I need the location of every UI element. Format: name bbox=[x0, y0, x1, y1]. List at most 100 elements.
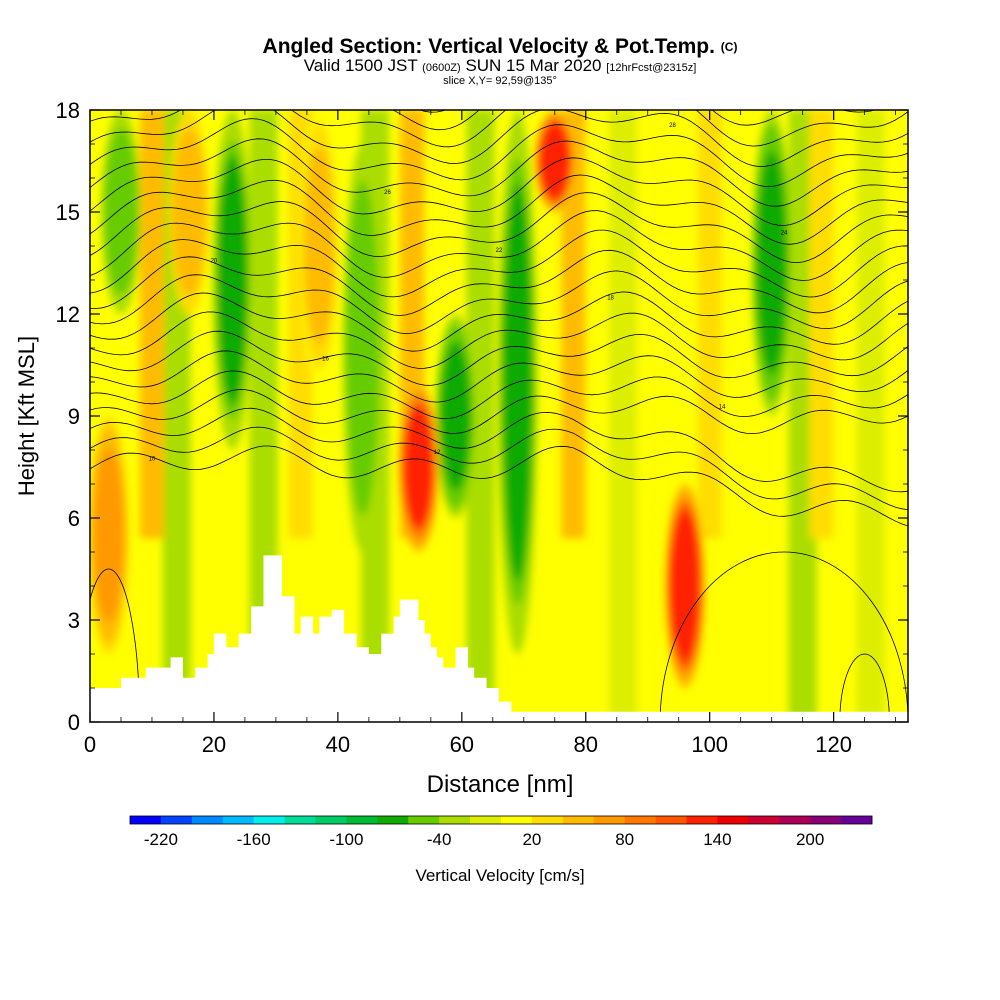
updraft-core-level bbox=[539, 123, 570, 199]
isentrope-line bbox=[90, 118, 908, 187]
low-level-contour bbox=[659, 551, 908, 722]
isentrope-label: 30 bbox=[273, 77, 280, 83]
isentrope-line bbox=[90, 389, 908, 435]
colorbar-label: Vertical Velocity [cm/s] bbox=[415, 866, 584, 885]
colorbar-tick-label: 140 bbox=[703, 830, 731, 849]
x-tick-label: 80 bbox=[574, 732, 598, 757]
chart-title-text: Angled Section: Vertical Velocity & Pot.… bbox=[262, 35, 715, 58]
x-tick-label: 100 bbox=[691, 732, 728, 757]
colorbar-tick-label: 200 bbox=[796, 830, 824, 849]
colorbar-swatch bbox=[284, 816, 316, 824]
colorbar-swatch bbox=[408, 816, 440, 824]
low-level-contour bbox=[839, 653, 890, 722]
isentrope-label: 18 bbox=[607, 295, 614, 301]
terrain-shape bbox=[90, 555, 908, 722]
colorbar-swatch bbox=[191, 816, 224, 824]
valid-forecast: [12hrFcst@2315z] bbox=[606, 62, 697, 74]
isentrope-line bbox=[90, 370, 908, 420]
updraft-core-level bbox=[304, 146, 335, 346]
y-tick-label: 0 bbox=[68, 710, 80, 735]
field-cells bbox=[90, 110, 885, 722]
isentrope-label: 16 bbox=[322, 357, 329, 363]
colorbar-swatch bbox=[253, 816, 285, 824]
slice-info: slice X,Y= 92,59@135° bbox=[443, 75, 557, 87]
field-band bbox=[608, 110, 637, 722]
isentrope-line bbox=[90, 249, 908, 316]
colorbar-swatch bbox=[346, 816, 378, 824]
isentrope-line bbox=[90, 138, 908, 207]
valid-prefix: Valid 1500 JST bbox=[303, 56, 418, 75]
x-tick-label: 0 bbox=[84, 732, 96, 757]
isentrope-label: 22 bbox=[496, 248, 503, 254]
isentrope-line bbox=[90, 311, 908, 369]
colorbar-swatch bbox=[562, 816, 595, 824]
isentrope-label: 28 bbox=[669, 123, 676, 129]
x-tick-label: 20 bbox=[202, 732, 226, 757]
isentrope-label: 20 bbox=[211, 259, 218, 265]
colorbar-swatch bbox=[841, 816, 873, 824]
low-level-contour bbox=[90, 568, 140, 722]
chart-subtitle: Valid 1500 JST (0600Z) SUN 15 Mar 2020 [… bbox=[0, 56, 1000, 76]
isentrope-label: 12 bbox=[434, 450, 441, 456]
isentrope-line bbox=[90, 350, 908, 403]
isentrope-line bbox=[90, 291, 908, 352]
y-axis-label: Height [Kft MSL] bbox=[14, 336, 39, 496]
isentrope-label: 10 bbox=[149, 457, 156, 463]
y-tick-label: 12 bbox=[56, 302, 80, 327]
isentrope-line bbox=[90, 426, 908, 510]
potential-temperature-contours: 10 12 14 16 18 20 22 24 26 28 30 bbox=[90, 77, 908, 722]
colorbar-tick-label: -220 bbox=[144, 830, 178, 849]
colorbar-frame bbox=[129, 815, 873, 825]
y-tick-label: 18 bbox=[56, 98, 80, 123]
isentrope-label: 24 bbox=[781, 230, 788, 236]
updraft-core-level bbox=[93, 448, 124, 622]
colorbar-swatch bbox=[748, 816, 780, 824]
y-tick-label: 3 bbox=[68, 608, 80, 633]
updraft-core-level bbox=[669, 511, 701, 661]
colorbar-swatch bbox=[377, 816, 409, 824]
downdraft-core-level bbox=[440, 341, 471, 491]
colorbar-tick-label: 80 bbox=[615, 830, 634, 849]
downdraft-core-level bbox=[105, 137, 137, 287]
downdraft-core-level bbox=[217, 155, 248, 405]
colorbar-swatch bbox=[222, 816, 254, 824]
colorbar-swatch bbox=[439, 816, 471, 824]
isentrope-line bbox=[90, 110, 908, 167]
isentrope-label: 14 bbox=[719, 404, 726, 410]
updraft-core-level bbox=[403, 404, 434, 530]
chart-title-block: Angled Section: Vertical Velocity & Pot.… bbox=[0, 36, 1000, 87]
isentrope-line bbox=[90, 157, 908, 226]
updraft-core-level bbox=[174, 137, 205, 287]
valid-utc: (0600Z) bbox=[422, 62, 461, 74]
colorbar-swatch bbox=[470, 816, 502, 824]
isentrope-line bbox=[90, 210, 908, 281]
field-band bbox=[856, 110, 885, 722]
chart-title-tag: (C) bbox=[720, 40, 738, 54]
isentrope-line bbox=[392, 110, 876, 131]
colorbar-swatch bbox=[779, 816, 811, 824]
axes: 0 20 40 60 80 100 120 0 3 6 9 12 15 18 bbox=[56, 98, 908, 757]
colorbar-swatch bbox=[624, 816, 656, 824]
isentrope-line bbox=[90, 229, 908, 298]
colorbar-swatch bbox=[501, 816, 533, 824]
colorbar-tick-label: 20 bbox=[522, 830, 541, 849]
y-tick-label: 6 bbox=[68, 506, 80, 531]
isentrope-line bbox=[418, 110, 447, 113]
isentrope-line bbox=[90, 110, 908, 148]
chart-title: Angled Section: Vertical Velocity & Pot.… bbox=[0, 36, 1000, 58]
field-band bbox=[139, 110, 164, 539]
colorbar-swatch bbox=[315, 816, 347, 824]
colorbar-swatch bbox=[810, 816, 842, 824]
downdraft-core-level bbox=[756, 151, 787, 375]
x-tick-label: 40 bbox=[326, 732, 350, 757]
colorbar-swatch bbox=[717, 816, 749, 824]
colorbar-swatch bbox=[593, 816, 625, 824]
colorbar-swatch bbox=[531, 816, 564, 824]
x-axis-label: Distance [nm] bbox=[427, 771, 574, 798]
isentrope-line bbox=[90, 407, 908, 493]
colorbar-swatch bbox=[130, 816, 162, 824]
field-band bbox=[809, 110, 834, 539]
terrain-mask bbox=[90, 555, 908, 722]
colorbar-tick-label: -40 bbox=[427, 830, 452, 849]
